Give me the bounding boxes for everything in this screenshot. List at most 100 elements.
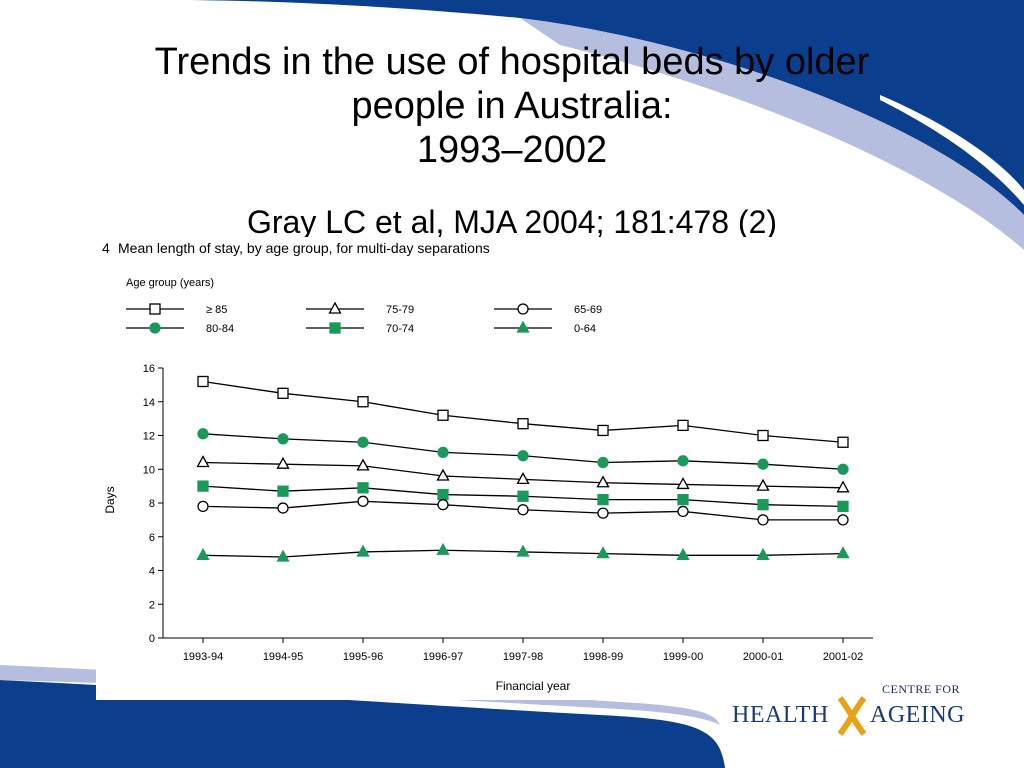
y-tick-label: 0	[149, 633, 155, 645]
y-tick-label: 16	[143, 363, 155, 375]
slide-title-line-3: 1993–2002	[416, 129, 608, 171]
data-point	[757, 429, 769, 442]
data-point	[436, 468, 450, 481]
series	[197, 495, 849, 526]
logo-top-text: CENTRE FOR	[881, 682, 960, 696]
series-line	[202, 380, 844, 443]
data-point	[196, 547, 210, 560]
chart-panel: 4 Mean length of stay, by age group, for…	[96, 237, 880, 700]
data-point	[597, 507, 609, 519]
series	[197, 375, 849, 448]
data-point	[197, 500, 209, 513]
data-point	[757, 499, 769, 511]
data-point	[757, 458, 769, 470]
legend-label: ≥ 85	[206, 304, 227, 316]
data-point	[437, 488, 449, 501]
data-point	[357, 482, 369, 494]
x-tick-label: 2001-02	[823, 651, 863, 663]
health-ageing-logo: CENTRE FOR HEALTH AGEING	[728, 682, 964, 738]
data-point	[277, 433, 289, 445]
data-point	[676, 477, 690, 490]
data-point	[276, 456, 290, 469]
series-layer	[196, 375, 850, 562]
data-point	[756, 547, 770, 560]
data-point	[677, 493, 689, 506]
data-point	[676, 547, 690, 560]
y-tick-label: 10	[143, 464, 155, 476]
legend-entry: 70-74	[306, 322, 414, 335]
x-tick-label: 1993-94	[183, 651, 223, 663]
data-point	[276, 549, 290, 562]
logo-word-ageing: AGEING	[870, 702, 965, 728]
data-point	[516, 472, 530, 485]
legend-entry: ≥ 85	[126, 303, 227, 316]
legend-entry: 65-69	[494, 303, 602, 316]
data-point	[357, 396, 369, 408]
x-tick-label: 1996-97	[423, 651, 463, 663]
figure-label: 4	[102, 240, 110, 256]
data-point	[197, 480, 209, 492]
data-point	[197, 428, 209, 440]
legend: ≥ 85 75-79 65-69 80-84 70-74 0-64	[126, 301, 602, 335]
data-point	[836, 480, 850, 493]
x-tick-label: 1997-98	[503, 651, 543, 663]
y-tick-label: 2	[149, 599, 155, 611]
data-point	[437, 446, 449, 459]
legend-marker	[149, 322, 161, 334]
data-point	[517, 450, 529, 462]
logo-word-health: HEALTH	[732, 702, 829, 728]
header-swoosh-thin	[880, 95, 1024, 205]
header-band	[170, 0, 1024, 215]
data-point	[357, 436, 369, 448]
axes: 0 2 4 6 8 10 12 14 16 1993-94 1994-95 1995-96 1996-9…	[143, 363, 873, 663]
legend-entry: 0-64	[494, 320, 596, 335]
data-point	[356, 544, 370, 557]
legend-marker	[149, 303, 161, 315]
data-point	[837, 436, 849, 448]
series	[196, 455, 850, 493]
data-point	[356, 458, 370, 471]
legend-label: 0-64	[574, 323, 596, 335]
data-point	[836, 546, 850, 559]
y-tick-label: 12	[143, 431, 155, 443]
slide-title: Trends in the use of hospital beds by ol…	[0, 40, 1024, 172]
data-point	[277, 502, 289, 514]
logo-x-mark	[837, 696, 867, 736]
series	[197, 480, 849, 513]
legend-label: 75-79	[386, 304, 414, 316]
x-axis-label: Financial year	[496, 679, 571, 693]
data-point	[516, 544, 530, 557]
legend-marker	[516, 320, 530, 333]
series	[196, 542, 850, 562]
data-point	[437, 499, 449, 511]
data-point	[597, 456, 609, 469]
y-tick-label: 14	[143, 397, 155, 409]
footer-band	[0, 680, 725, 768]
data-point	[677, 419, 689, 432]
header-swoosh	[520, 18, 1024, 250]
series	[197, 428, 849, 475]
chart-title: Mean length of stay, by age group, for m…	[118, 240, 490, 256]
data-point	[677, 505, 689, 518]
data-point	[756, 478, 770, 491]
data-point	[517, 504, 529, 516]
data-point	[757, 514, 769, 526]
x-tick-label: 1994-95	[263, 651, 303, 663]
data-point	[596, 475, 610, 488]
y-tick-label: 8	[149, 498, 155, 510]
data-point	[837, 500, 849, 513]
slide-title-line-1: Trends in the use of hospital beds by ol…	[154, 41, 870, 83]
data-point	[277, 485, 289, 497]
x-tick-label: 1999-00	[663, 651, 703, 663]
data-point	[197, 375, 209, 388]
x-tick-label: 1998-99	[583, 651, 623, 663]
data-point	[436, 542, 450, 555]
legend-marker	[517, 303, 529, 315]
data-point	[837, 514, 849, 526]
citation: Gray LC et al, MJA 2004; 181:478 (2)	[246, 204, 778, 240]
data-point	[597, 424, 609, 437]
x-tick-label: 1995-96	[343, 651, 383, 663]
y-tick-label: 4	[149, 566, 155, 578]
line-chart: 4 Mean length of stay, by age group, for…	[102, 240, 873, 693]
x-tick-label: 2000-01	[743, 651, 783, 663]
